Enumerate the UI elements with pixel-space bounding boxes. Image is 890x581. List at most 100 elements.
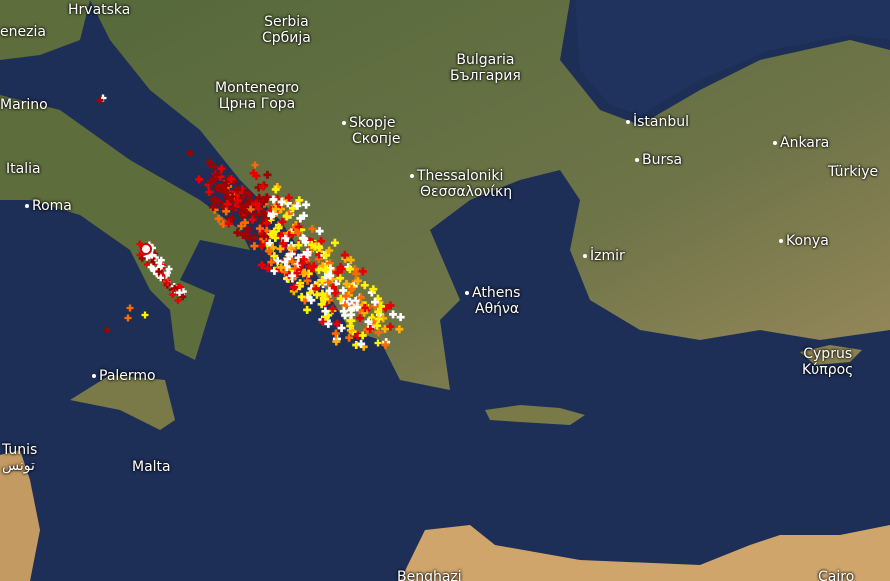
lightning-strike-icon [309,262,318,271]
lightning-strike-icon [252,199,261,208]
label-italia: Italia [6,161,41,177]
lightning-strike-icon [374,315,383,324]
lightning-strike-icon [157,256,165,264]
lightning-strike-icon [273,183,282,192]
lightning-strike-icon [174,296,182,304]
lightning-strike-icon [136,240,144,248]
lightning-strike-icon [179,288,187,296]
lightning-strike-icon [320,294,329,303]
lightning-strike-icon [175,289,183,297]
city-istanbul: İstanbul [626,114,689,130]
lightning-strike-icon [296,214,305,223]
lightning-strike-icon [260,231,269,240]
label-benghazi: Benghazi [397,569,462,581]
lightning-strike-icon [318,318,327,327]
lightning-strike-icon [333,268,342,277]
lightning-strike-icon [169,290,177,298]
lightning-strike-icon [360,308,369,317]
lightning-strike-icon [277,205,286,214]
lightning-strike-icon [295,196,304,205]
lightning-strike-icon [257,260,266,269]
lightning-strike-icon [285,231,294,240]
lightning-strike-icon [205,158,214,167]
lightning-strike-icon [239,230,248,239]
location-marker-icon[interactable] [140,243,152,255]
lightning-strike-icon [295,282,304,291]
lightning-strike-icon [228,192,237,201]
lightning-strike-icon [373,321,382,330]
lightning-strike-icon [302,200,311,209]
lightning-strike-icon [325,246,334,255]
lightning-strike-icon [149,244,157,252]
city-dot-icon [635,158,639,162]
lightning-strike-icon [303,248,312,257]
lightning-strike-icon [332,279,341,288]
lightning-strike-icon [251,161,259,169]
lightning-strike-icon [352,269,361,278]
lightning-strike-icon [300,268,309,277]
lightning-strike-icon [288,204,297,213]
lightning-strike-icon [339,299,348,308]
lightning-strike-icon [237,194,246,203]
lightning-strike-icon [358,267,367,276]
label-cairo: Cairo [818,569,855,581]
lightning-strike-icon [267,211,276,220]
lightning-strike-icon [269,209,278,218]
city-name: Skopje [349,115,396,131]
lightning-strike-icon [284,193,293,202]
lightning-strike-icon [163,279,171,287]
lightning-strike-icon [224,219,233,228]
lightning-strike-icon [124,314,132,322]
lightning-strike-icon [326,271,335,280]
city-dot-icon [342,121,346,125]
lightning-strike-icon [210,205,219,214]
lightning-strike-icon [276,244,285,253]
lightning-strike-icon [386,301,395,310]
lightning-strike-icon [339,307,348,316]
balkans-turkey-land [90,0,890,390]
name-en: Montenegro [215,80,300,96]
lightning-strike-icon [359,342,368,351]
city-dot-icon [410,174,414,178]
lightning-strike-icon [278,239,287,248]
lightning-strike-icon [282,262,291,271]
lightning-strike-icon [241,206,250,215]
lightning-strike-icon [168,286,176,294]
lightning-strike-icon [218,182,227,191]
lightning-strike-icon [341,311,350,320]
city-ankara: Ankara [773,135,829,151]
lightning-strike-icon [186,149,194,157]
black-sea [575,0,890,115]
lightning-strike-icon [374,339,382,347]
lightning-strike-icon [347,310,356,319]
sicily-land [70,375,175,430]
lightning-strike-icon [317,237,326,246]
lightning-strike-icon [252,171,261,180]
lightning-strike-icon [233,228,242,237]
lightning-strike-icon [145,252,153,260]
lightning-strike-icon [148,260,156,268]
lightning-strike-icon [300,234,309,243]
lightning-strike-icon [164,269,172,277]
lightning-strike-icon [143,253,151,261]
label-venezia: enezia [0,24,46,40]
lightning-strike-icon [396,313,405,322]
name-local: Κύπρος [802,362,854,378]
lightning-strike-icon [294,241,303,250]
lightning-strike-icon [290,283,299,292]
lightning-strike-icon [270,252,279,261]
lightning-strike-icon [214,197,223,206]
lightning-strike-icon [99,94,107,102]
lightning-strike-icon [266,215,275,224]
lightning-strike-icon [255,193,264,202]
lightning-strike-icon [296,265,305,274]
lightning-strike-icon [355,306,364,315]
lightning-strike-icon [103,326,111,334]
lightning-strike-icon [312,284,321,293]
lightning-strike-icon [269,229,278,238]
lightning-strike-icon [331,329,340,338]
lightning-strike-icon [307,284,316,293]
lightning-strike-icon [244,225,253,234]
